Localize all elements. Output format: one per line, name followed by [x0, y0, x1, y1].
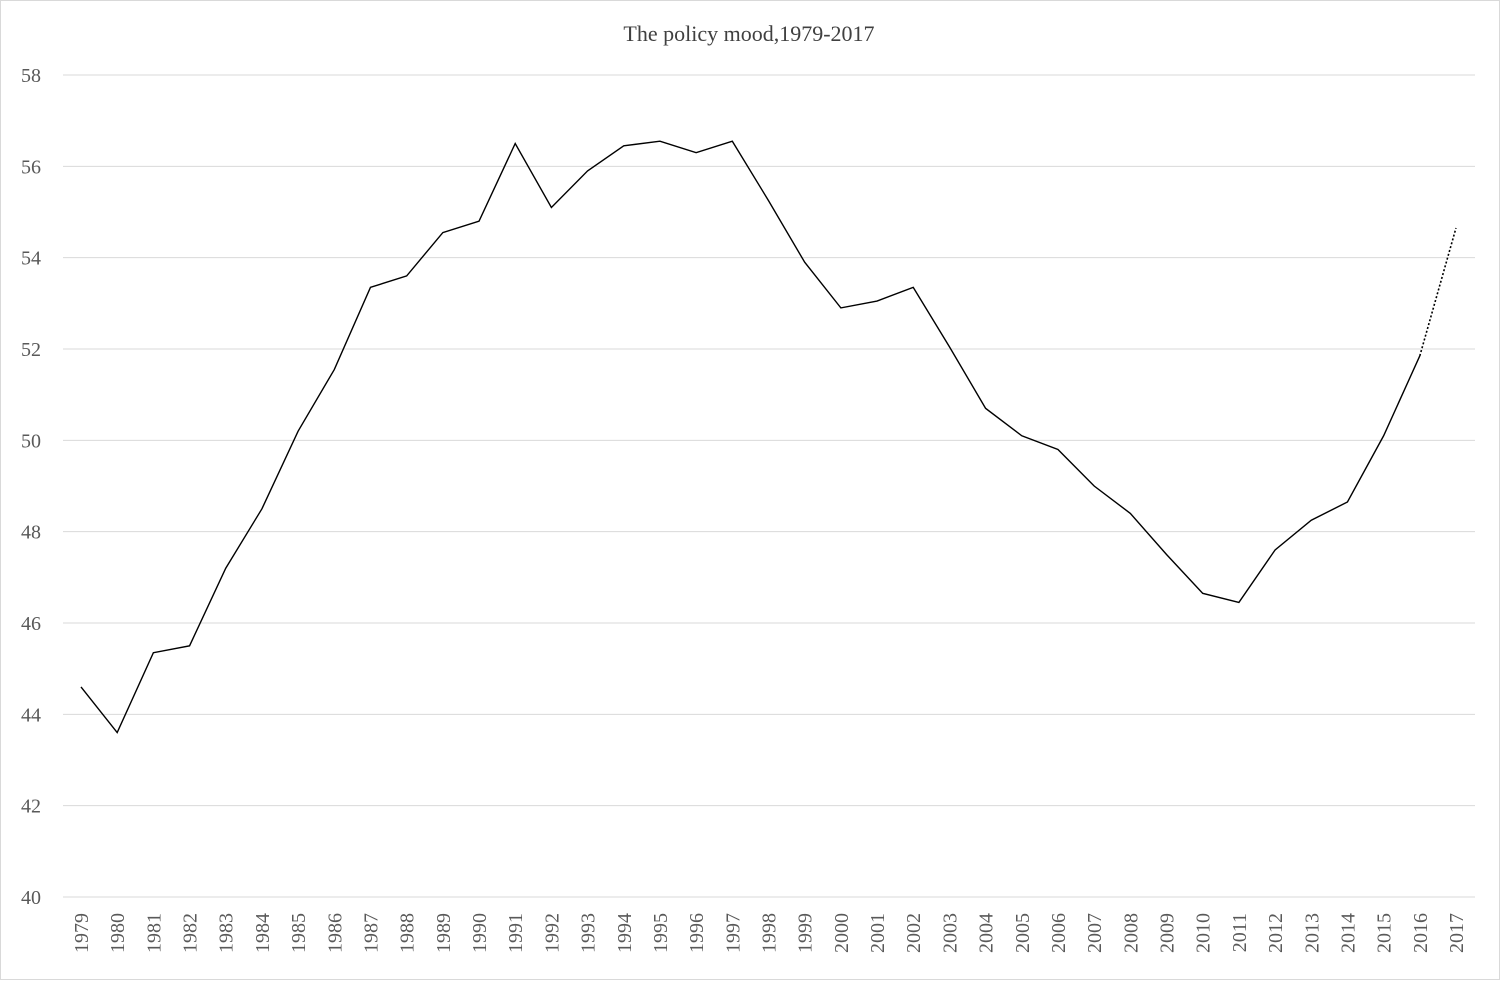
x-tick-label: 1990: [469, 913, 491, 953]
y-tick-label: 40: [21, 887, 41, 909]
x-tick-label: 1988: [397, 913, 419, 953]
x-tick-label: 2007: [1084, 913, 1106, 953]
x-tick-label: 1992: [541, 913, 563, 953]
x-tick-label: 2002: [903, 913, 925, 953]
x-tick-label: 1989: [433, 913, 455, 953]
x-tick-label: 2010: [1193, 913, 1215, 953]
y-tick-label: 54: [21, 248, 41, 270]
y-tick-label: 50: [21, 430, 41, 452]
x-tick-label: 2017: [1446, 913, 1468, 953]
x-tick-label: 1998: [759, 913, 781, 953]
x-tick-label: 2009: [1157, 913, 1179, 953]
x-tick-label: 2012: [1265, 913, 1287, 953]
x-tick-label: 2015: [1374, 913, 1396, 953]
x-tick-label: 1993: [578, 913, 600, 953]
x-tick-label: 2014: [1337, 913, 1359, 953]
x-tick-label: 2008: [1120, 913, 1142, 953]
y-tick-label: 52: [21, 339, 41, 361]
x-axis-ticks: 1979 1980 1981 1982 1983 1984 1985 1986 1987 1988…: [71, 913, 1468, 953]
x-tick-label: 2005: [1012, 913, 1034, 953]
x-tick-label: 1979: [71, 913, 93, 953]
x-tick-label: 1981: [143, 913, 165, 953]
gridlines: [63, 74, 1475, 898]
x-tick-label: 2000: [831, 913, 853, 953]
x-tick-label: 1999: [795, 913, 817, 953]
x-tick-label: 2003: [939, 913, 961, 953]
x-tick-label: 1995: [650, 913, 672, 953]
x-tick-label: 1996: [686, 913, 708, 953]
x-tick-label: 2016: [1410, 913, 1432, 953]
series-line-projection: [1419, 227, 1457, 357]
y-tick-label: 58: [21, 65, 41, 87]
x-tick-label: 2006: [1048, 913, 1070, 953]
y-tick-label: 42: [21, 796, 41, 818]
y-tick-label: 56: [21, 156, 41, 178]
y-tick-label: 46: [21, 613, 41, 635]
y-tick-label: 44: [21, 704, 41, 726]
x-tick-label: 1991: [505, 913, 527, 953]
x-tick-label: 2004: [976, 913, 998, 953]
x-tick-label: 1983: [216, 913, 238, 953]
x-tick-label: 2011: [1229, 913, 1251, 952]
series-line: [80, 140, 1421, 734]
x-tick-label: 2001: [867, 913, 889, 953]
y-tick-label: 48: [21, 522, 41, 544]
x-tick-label: 1982: [180, 913, 202, 953]
x-tick-label: 1984: [252, 913, 274, 953]
x-tick-label: 1985: [288, 913, 310, 953]
x-tick-label: 1980: [107, 913, 129, 953]
x-tick-label: 2013: [1301, 913, 1323, 953]
x-tick-label: 1994: [614, 913, 636, 953]
y-axis-ticks: 40 42 44 46 48 50 52 54 56 58: [21, 65, 41, 909]
chart-title: The policy mood,1979-2017: [623, 21, 874, 46]
x-tick-label: 1986: [324, 913, 346, 953]
x-tick-label: 1997: [722, 913, 744, 953]
series-group: [80, 140, 1457, 734]
x-tick-label: 1987: [360, 913, 382, 953]
